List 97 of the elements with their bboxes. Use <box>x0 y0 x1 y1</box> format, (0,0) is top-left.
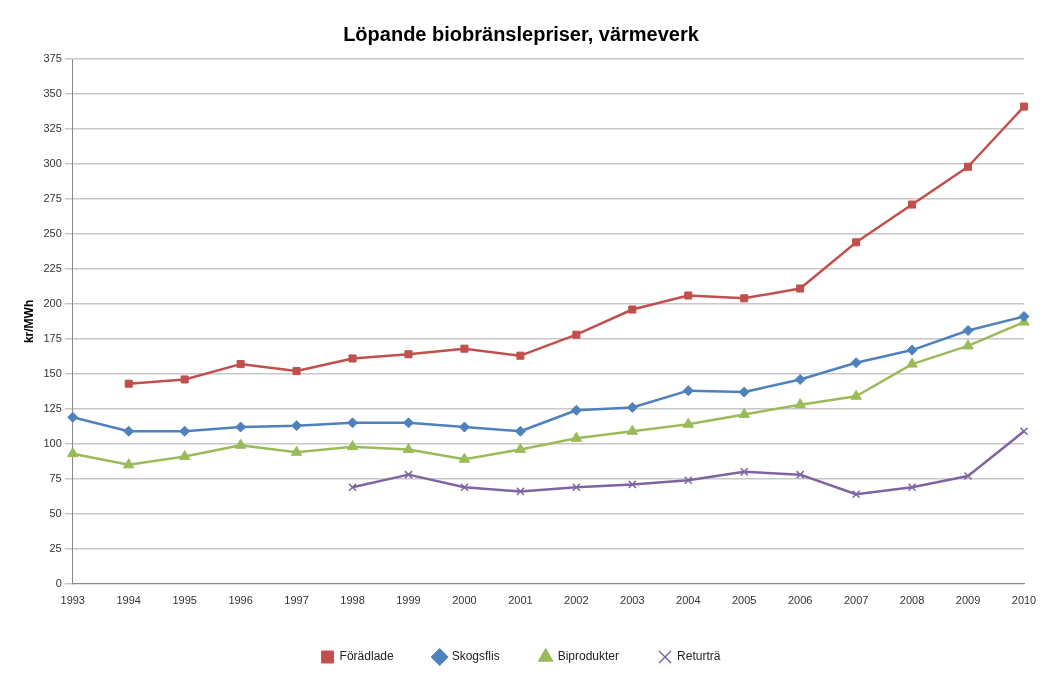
x-tick-label: 2005 <box>731 594 757 607</box>
point <box>290 445 303 456</box>
x-tick-label: 2003 <box>620 594 645 607</box>
x-tick-label: 1995 <box>172 594 197 607</box>
x-tick-label: 1997 <box>284 594 309 607</box>
point <box>906 344 918 356</box>
y-tick-label: 250 <box>43 226 62 239</box>
legend-label: Returträ <box>677 649 721 664</box>
y-tick-label: 350 <box>43 87 62 100</box>
point <box>346 440 359 451</box>
point <box>458 421 470 433</box>
point <box>572 482 581 492</box>
point <box>516 487 525 496</box>
point <box>850 357 862 369</box>
y-tick-label: 375 <box>43 52 62 65</box>
y-tick-label: 175 <box>43 331 62 344</box>
point <box>460 344 469 353</box>
x-tick-label: 2004 <box>676 594 701 607</box>
point <box>684 291 693 300</box>
point <box>850 389 862 400</box>
point <box>964 162 973 171</box>
x-tick-label: 2000 <box>452 594 477 607</box>
point <box>1019 426 1029 436</box>
point <box>795 470 805 479</box>
point <box>178 449 191 460</box>
point <box>236 360 245 369</box>
point <box>794 373 806 385</box>
x-tick-label: 1998 <box>340 594 365 607</box>
y-tick-label: 325 <box>43 122 62 134</box>
y-axis-title: kr/MWh <box>21 299 36 344</box>
legend-label: Biprodukter <box>557 649 620 664</box>
y-tick-label: 100 <box>43 436 62 449</box>
point <box>516 351 525 360</box>
point <box>348 482 357 492</box>
y-tick-label: 300 <box>43 156 62 169</box>
point <box>740 294 749 303</box>
point <box>348 354 357 363</box>
point <box>291 420 303 432</box>
point <box>852 238 861 247</box>
point <box>682 385 694 397</box>
point <box>292 367 301 376</box>
point <box>683 475 693 485</box>
point <box>404 470 413 479</box>
y-tick-label: 50 <box>49 506 62 519</box>
point <box>124 379 133 388</box>
point <box>738 407 750 418</box>
x-tick-label: 2001 <box>508 594 533 607</box>
x-tick-label: 2009 <box>955 594 981 607</box>
point <box>514 442 527 453</box>
legend-label: Skogsflis <box>451 649 500 664</box>
x-tick-label: 2010 <box>1011 594 1037 607</box>
point <box>963 471 973 481</box>
point <box>796 284 805 293</box>
x-tick-label: 2006 <box>787 594 813 607</box>
point <box>404 350 413 359</box>
point <box>626 424 639 435</box>
point <box>851 489 861 499</box>
point <box>962 325 974 336</box>
x-tick-label: 2002 <box>564 594 589 607</box>
point <box>458 452 471 463</box>
point <box>180 375 189 384</box>
point <box>570 431 583 442</box>
x-tick-label: 1999 <box>396 594 421 607</box>
point <box>67 447 79 458</box>
point <box>907 482 917 492</box>
point <box>123 458 135 469</box>
y-tick-label: 75 <box>49 471 62 484</box>
y-tick-label: 125 <box>43 401 62 414</box>
point <box>572 330 581 339</box>
point <box>628 480 637 489</box>
point <box>628 305 637 314</box>
y-tick-label: 0 <box>55 576 62 589</box>
point <box>626 401 638 413</box>
point <box>460 482 469 492</box>
x-tick-label: 2008 <box>899 594 925 607</box>
y-tick-label: 150 <box>43 366 62 379</box>
y-tick-label: 275 <box>43 191 62 204</box>
point <box>570 404 582 416</box>
point <box>402 442 415 453</box>
point <box>682 417 694 428</box>
point <box>1018 311 1030 322</box>
legend-label: Förädlade <box>339 649 394 664</box>
y-tick-label: 200 <box>43 296 62 309</box>
point <box>962 339 974 350</box>
x-tick-label: 2007 <box>843 594 869 607</box>
point <box>1019 102 1029 111</box>
x-tick-label: 1993 <box>60 594 85 607</box>
point <box>908 200 917 209</box>
point <box>794 398 806 409</box>
chart-title: Löpande biobränslepriser, värmeverk <box>343 22 700 45</box>
point <box>739 467 749 477</box>
y-tick-label: 225 <box>43 261 62 274</box>
point <box>906 357 918 368</box>
y-tick-label: 25 <box>49 541 62 554</box>
point <box>234 438 247 449</box>
x-tick-label: 1994 <box>116 594 141 607</box>
x-tick-label: 1996 <box>228 594 253 607</box>
